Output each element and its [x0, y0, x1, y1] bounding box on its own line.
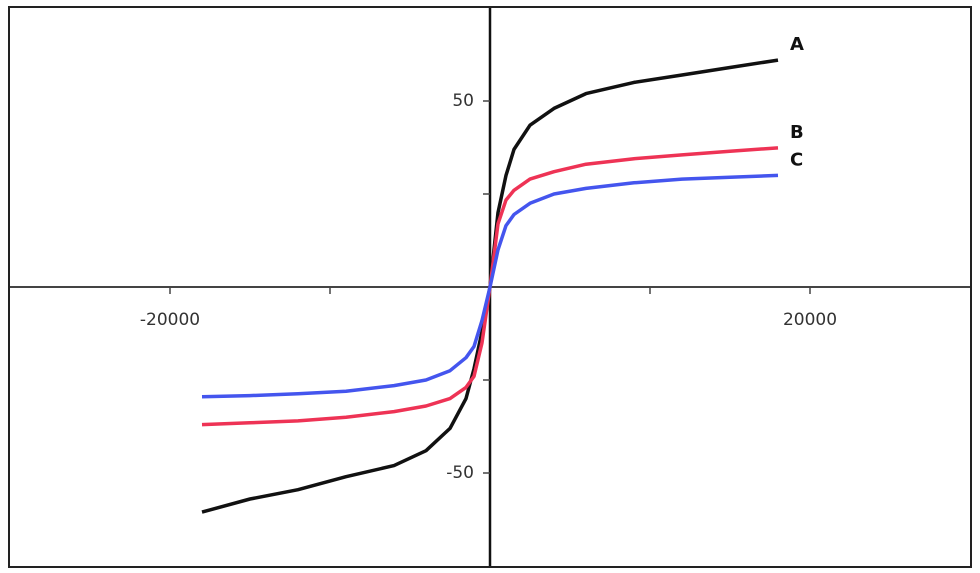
x-tick-label: 20000 [783, 310, 837, 330]
series-label: B [790, 122, 804, 143]
plot-frame [8, 6, 972, 568]
y-tick-label: -50 [446, 463, 474, 483]
series-label: A [790, 34, 804, 55]
series-line [201, 173, 779, 399]
x-tick-label: -20000 [140, 310, 200, 330]
series-label: C [790, 149, 803, 170]
y-tick-label: 50 [452, 91, 474, 111]
